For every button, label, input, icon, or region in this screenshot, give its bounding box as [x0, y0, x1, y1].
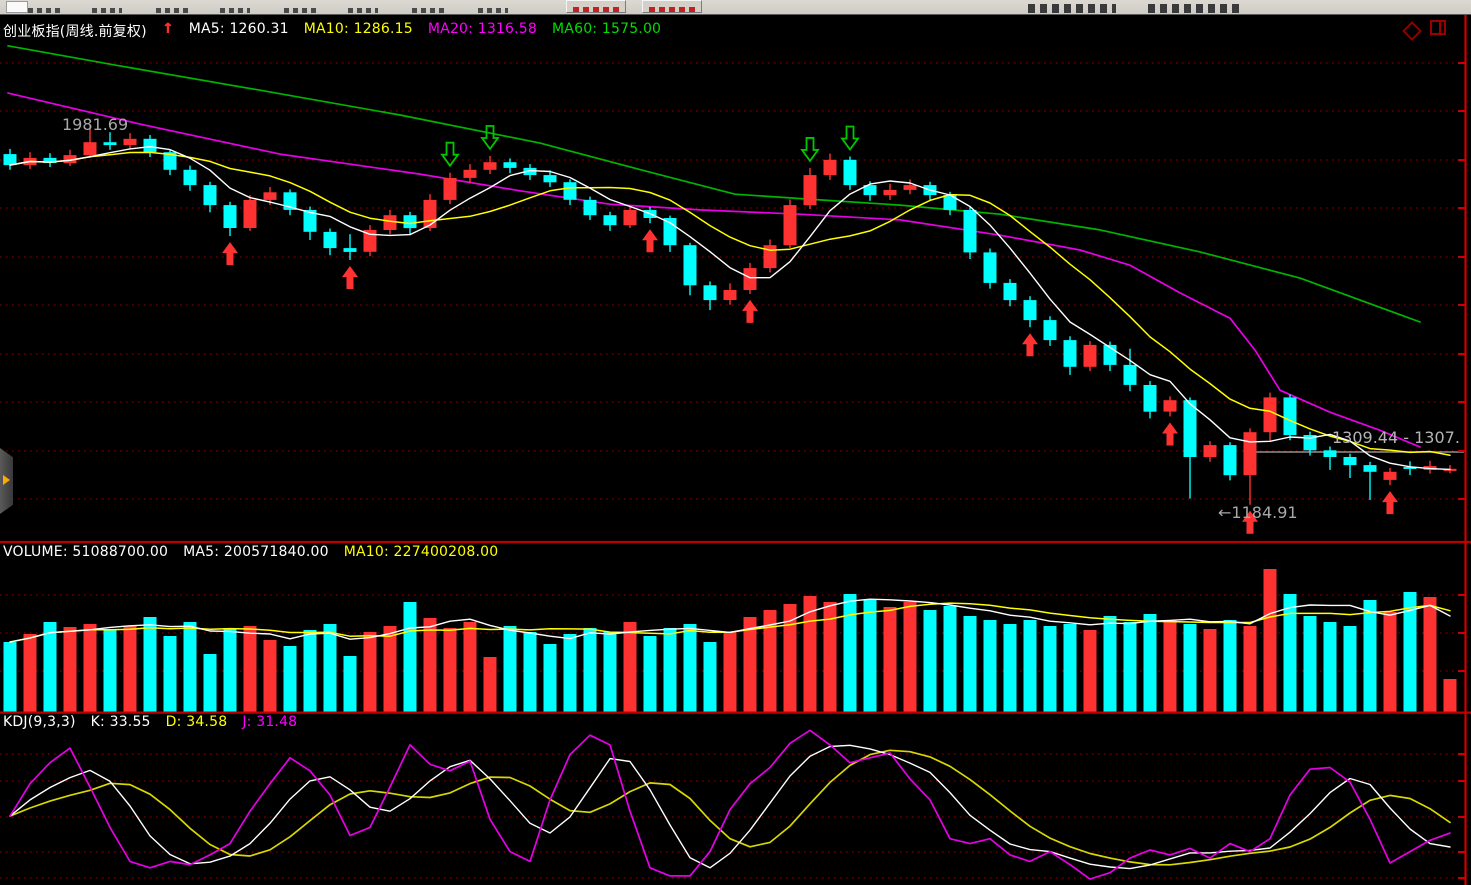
menu-item-fragment[interactable]	[478, 8, 508, 13]
menu-item-fragment[interactable]	[348, 8, 378, 13]
menu-item-fragment[interactable]	[220, 8, 250, 13]
split-window-icon[interactable]	[1430, 20, 1446, 35]
menu-item-fragment[interactable]	[156, 8, 190, 13]
red-text-fragment	[649, 7, 695, 12]
red-text-fragment	[573, 7, 619, 12]
menu-red-button[interactable]	[642, 0, 702, 13]
menu-app-icon[interactable]	[6, 1, 28, 13]
pane-divider	[1439, 22, 1441, 33]
menu-item-fragment[interactable]	[412, 8, 446, 13]
menu-item-fragment[interactable]	[28, 8, 62, 13]
expand-sidebar-arrow-icon	[3, 475, 10, 485]
expand-sidebar-button[interactable]	[0, 448, 13, 514]
menu-right-text-fragment	[1028, 4, 1116, 13]
menu-red-button[interactable]	[566, 0, 626, 13]
menu-item-fragment[interactable]	[92, 8, 122, 13]
menu-item-fragment[interactable]	[284, 8, 318, 13]
menubar[interactable]	[0, 0, 1471, 15]
menu-right-text-fragment	[1148, 4, 1244, 13]
